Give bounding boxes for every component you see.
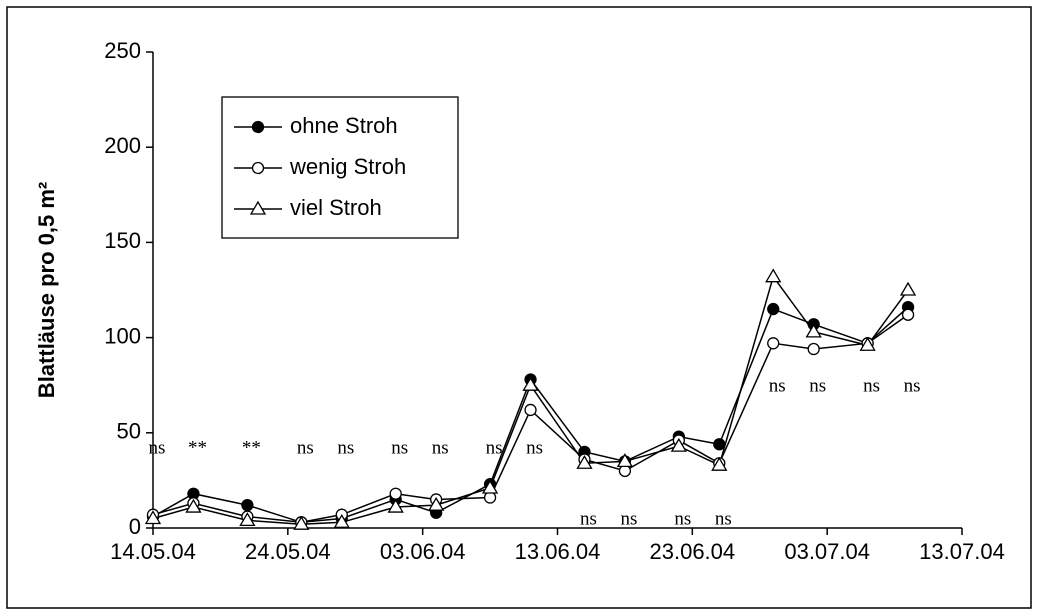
marker: [616, 453, 634, 468]
significance-label: ns: [486, 437, 503, 458]
chart-frame: [6, 6, 1032, 609]
marker: [670, 437, 687, 452]
marker: [481, 479, 499, 494]
significance-label: ns: [297, 437, 314, 458]
marker: [185, 498, 202, 513]
marker: [765, 268, 782, 283]
marker: [428, 496, 445, 511]
x-tick-label: 24.05.04: [245, 539, 331, 564]
marker: [522, 376, 539, 391]
significance-label: **: [242, 437, 261, 458]
legend-label: wenig Stroh: [289, 154, 406, 179]
legend-marker: [249, 200, 267, 215]
y-tick-label: 200: [104, 133, 141, 158]
legend-label: viel Stroh: [290, 195, 382, 220]
x-tick-label: 13.07.04: [919, 539, 1005, 564]
significance-label: ns: [526, 437, 543, 458]
marker: [901, 308, 915, 321]
y-tick-label: 150: [104, 228, 141, 253]
x-tick-label: 03.06.04: [380, 539, 466, 564]
legend-marker: [251, 120, 265, 134]
marker: [524, 403, 537, 417]
x-tick-label: 13.06.04: [515, 539, 601, 564]
x-tick-label: 14.05.04: [110, 539, 196, 564]
significance-label: ns: [620, 508, 637, 529]
significance-label: ns: [809, 375, 826, 396]
marker: [293, 515, 310, 530]
y-tick-label: 50: [117, 419, 141, 444]
significance-label: ns: [863, 375, 880, 396]
marker: [618, 464, 632, 478]
marker: [899, 281, 917, 296]
marker: [239, 512, 256, 527]
marker: [807, 342, 820, 356]
significance-label: ns: [715, 508, 732, 529]
marker: [859, 336, 876, 351]
y-tick-label: 0: [129, 514, 141, 539]
x-tick-label: 03.07.04: [784, 539, 870, 564]
marker: [713, 438, 726, 451]
marker: [144, 510, 162, 525]
marker: [333, 513, 350, 528]
significance-label: ns: [391, 437, 408, 458]
significance-label: ns: [674, 508, 691, 529]
significance-label: ns: [769, 375, 786, 396]
marker: [576, 454, 593, 469]
x-tick-label: 23.06.04: [650, 539, 736, 564]
marker: [387, 498, 404, 513]
significance-label: **: [188, 437, 207, 458]
significance-label: ns: [432, 437, 449, 458]
marker: [483, 491, 497, 504]
significance-label: ns: [337, 437, 354, 458]
y-tick-label: 100: [104, 323, 141, 348]
marker: [389, 487, 402, 500]
marker: [241, 499, 254, 512]
marker: [711, 456, 728, 471]
y-tick-label: 250: [104, 38, 141, 63]
marker: [767, 337, 780, 350]
legend-marker: [251, 161, 265, 175]
significance-label: ns: [904, 375, 921, 396]
significance-label: ns: [580, 508, 597, 529]
marker: [805, 323, 822, 338]
significance-label: ns: [149, 437, 166, 458]
y-axis-label: Blattläuse pro 0,5 m²: [34, 182, 59, 398]
marker: [767, 302, 780, 316]
legend-label: ohne Stroh: [290, 113, 398, 138]
